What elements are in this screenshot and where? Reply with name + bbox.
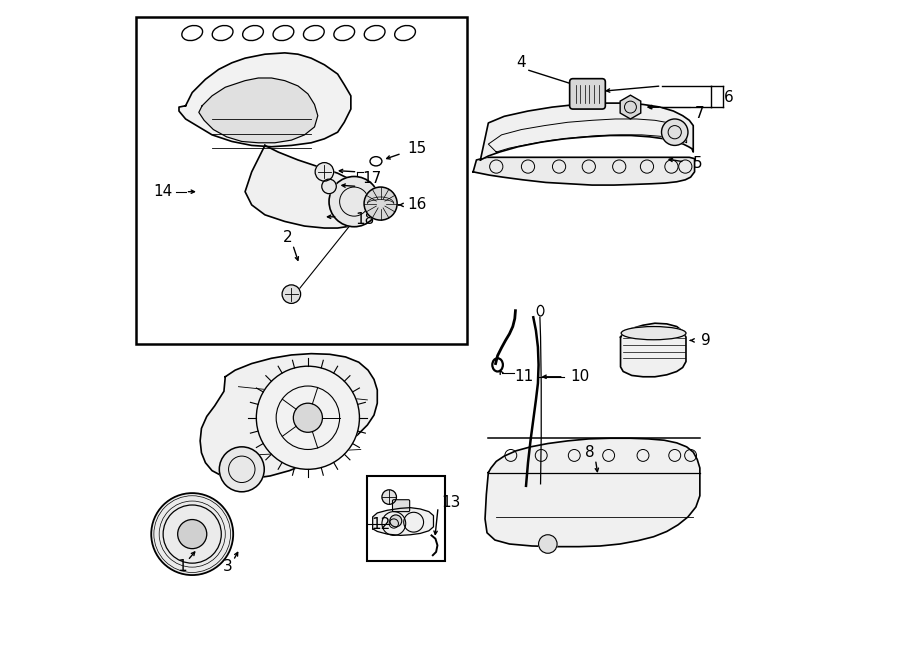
FancyBboxPatch shape bbox=[367, 476, 446, 561]
Text: 7: 7 bbox=[695, 106, 704, 121]
Text: 8: 8 bbox=[585, 446, 595, 460]
Circle shape bbox=[329, 176, 379, 227]
Text: 10: 10 bbox=[571, 369, 590, 384]
Text: 4: 4 bbox=[516, 56, 526, 70]
Circle shape bbox=[322, 179, 337, 194]
Text: 12: 12 bbox=[372, 517, 391, 531]
Polygon shape bbox=[200, 354, 377, 479]
Text: 6: 6 bbox=[724, 90, 733, 104]
Text: 3: 3 bbox=[222, 559, 232, 574]
Circle shape bbox=[293, 403, 322, 432]
Text: 13: 13 bbox=[441, 495, 461, 510]
Polygon shape bbox=[481, 103, 693, 160]
Circle shape bbox=[538, 535, 557, 553]
Polygon shape bbox=[199, 78, 318, 143]
Text: 16: 16 bbox=[407, 198, 427, 212]
Polygon shape bbox=[485, 438, 700, 547]
FancyBboxPatch shape bbox=[392, 500, 410, 512]
Circle shape bbox=[382, 490, 397, 504]
FancyBboxPatch shape bbox=[136, 17, 466, 344]
Circle shape bbox=[256, 366, 359, 469]
Ellipse shape bbox=[621, 327, 686, 340]
Polygon shape bbox=[620, 95, 641, 119]
Circle shape bbox=[315, 163, 334, 181]
Text: 15: 15 bbox=[407, 141, 427, 156]
Text: 14: 14 bbox=[153, 184, 172, 199]
Text: 11: 11 bbox=[515, 369, 534, 384]
Polygon shape bbox=[620, 323, 686, 377]
Circle shape bbox=[220, 447, 265, 492]
Polygon shape bbox=[373, 508, 434, 535]
Circle shape bbox=[364, 187, 397, 220]
Circle shape bbox=[151, 493, 233, 575]
Polygon shape bbox=[245, 145, 374, 228]
Text: 5: 5 bbox=[693, 157, 703, 171]
Text: 18: 18 bbox=[355, 212, 374, 227]
Circle shape bbox=[282, 285, 301, 303]
FancyBboxPatch shape bbox=[570, 79, 606, 109]
Circle shape bbox=[390, 515, 401, 527]
Circle shape bbox=[662, 119, 688, 145]
Polygon shape bbox=[473, 157, 695, 185]
Text: 9: 9 bbox=[701, 333, 711, 348]
Polygon shape bbox=[179, 53, 351, 147]
Text: 2: 2 bbox=[284, 231, 292, 245]
Text: 17: 17 bbox=[363, 171, 382, 186]
Circle shape bbox=[177, 520, 207, 549]
Text: 1: 1 bbox=[177, 559, 187, 574]
